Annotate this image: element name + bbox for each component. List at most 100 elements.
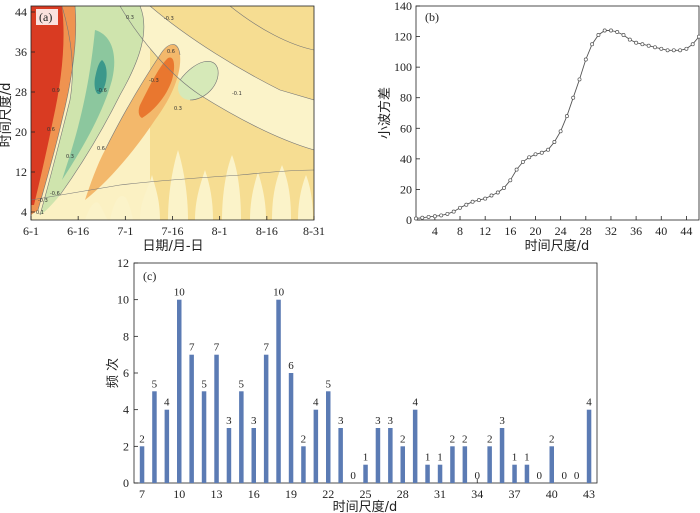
bar: [276, 299, 281, 483]
bar: [462, 446, 468, 483]
data-point: [502, 185, 506, 190]
data-point: [539, 150, 544, 155]
bar-value-label: 0: [574, 470, 580, 482]
y-tick-label: 36: [15, 45, 27, 59]
bar-value-label: 3: [375, 415, 381, 427]
contour-fingers: [85, 150, 313, 220]
x-tick-label: 24: [555, 224, 567, 238]
x-tick-label: 20: [529, 224, 541, 238]
contour-label: -0.3: [38, 198, 48, 204]
data-point: [458, 205, 462, 210]
bar: [239, 391, 244, 483]
bar: [301, 446, 306, 483]
contour-label: 0.1: [36, 210, 44, 216]
data-point: [432, 214, 437, 219]
bar: [400, 446, 405, 483]
x-tick-label: 22: [322, 487, 334, 501]
data-point: [564, 114, 569, 119]
y-tick-label: 4: [123, 403, 129, 417]
bar: [164, 409, 170, 483]
contour-label: 0.6: [167, 49, 175, 55]
y-tick-label: 20: [400, 182, 412, 196]
y-tick-label: 140: [394, 0, 412, 13]
data-point: [634, 40, 639, 45]
y-tick-label: 120: [394, 30, 412, 44]
panel-a-x-ticks: 6-1 6-16 7-1 7-16 8-1 8-16 8-31: [23, 216, 325, 238]
contour-labels: 0.1-0.3-0.60.30.60.90.3 -0.30.6-0.1-0.3-0…: [36, 15, 242, 216]
bar: [226, 428, 232, 483]
bar: [425, 464, 430, 483]
contour-label: -0.6: [97, 88, 107, 94]
bar-value-label: 5: [239, 378, 245, 390]
x-tick-label: 8-31: [303, 224, 325, 238]
bar-value-label: 7: [214, 342, 220, 354]
data-point: [571, 95, 576, 100]
bars: [139, 299, 592, 483]
data-point: [445, 211, 450, 216]
y-tick-label: 28: [15, 85, 27, 99]
data-point: [640, 42, 645, 47]
data-point: [609, 28, 613, 33]
x-tick-label: 31: [434, 487, 446, 501]
contour-region-strong-positive-middle: [138, 57, 175, 118]
data-point: [470, 199, 475, 204]
y-tick-label: 8: [123, 329, 129, 343]
data-point: [476, 198, 481, 203]
x-tick-label: 7-1: [117, 224, 133, 238]
x-tick-label: 37: [509, 487, 521, 501]
bar: [499, 428, 505, 483]
bar: [177, 299, 182, 483]
bar: [214, 354, 219, 483]
x-tick-label: 40: [655, 224, 667, 238]
contour-lines: [31, 6, 314, 216]
data-point: [414, 216, 418, 221]
bar-value-label: 10: [273, 287, 285, 299]
data-point: [690, 42, 695, 47]
contour-label: -0.1: [232, 91, 242, 97]
data-point: [678, 48, 683, 53]
x-tick-label: 16: [248, 487, 260, 501]
bar-value-label: 0: [475, 470, 481, 482]
data-point: [697, 34, 700, 39]
bar-value-label: 1: [437, 452, 443, 464]
bar: [524, 464, 530, 483]
y-tick-label: 10: [117, 293, 129, 307]
bar-value-label: 5: [152, 378, 158, 390]
y-tick-label: 6: [123, 366, 129, 380]
data-point: [552, 140, 557, 144]
y-tick-label: 12: [117, 256, 129, 270]
bar-value-label: 2: [462, 433, 468, 445]
series-points: [414, 28, 700, 221]
x-tick-label: 12: [479, 224, 491, 238]
x-tick-label: 4: [432, 224, 438, 238]
bar-value-label: 4: [164, 397, 170, 409]
y-tick-label: 40: [400, 152, 412, 166]
bar: [549, 446, 554, 483]
data-point: [596, 33, 601, 37]
bar-value-label: 10: [174, 287, 186, 299]
bar: [288, 373, 294, 483]
data-point: [439, 213, 444, 218]
x-tick-label: 8-16: [256, 224, 278, 238]
bar-value-label: 3: [226, 415, 232, 427]
bar: [363, 464, 368, 483]
bar-value-label: 5: [326, 378, 332, 390]
bar: [152, 391, 157, 483]
bar-value-label: 2: [400, 433, 406, 445]
x-tick-label: 7: [139, 487, 145, 501]
contour-label: 0.3: [66, 154, 74, 160]
x-tick-label: 28: [397, 487, 409, 501]
x-tick-label: 44: [680, 224, 692, 238]
panel-b-y-label: 小波方差: [377, 87, 393, 139]
data-point: [684, 46, 689, 51]
x-tick-label: 8: [457, 224, 463, 238]
bar: [326, 391, 331, 483]
contour-label: 0.6: [47, 127, 55, 133]
contour-label: 0.3: [126, 15, 134, 21]
data-point: [627, 37, 632, 42]
bar-value-label: 0: [561, 470, 567, 482]
contour-label: 0.9: [52, 88, 60, 94]
bar-value-label: 1: [363, 452, 369, 464]
bar-value-label: 1: [524, 452, 530, 464]
